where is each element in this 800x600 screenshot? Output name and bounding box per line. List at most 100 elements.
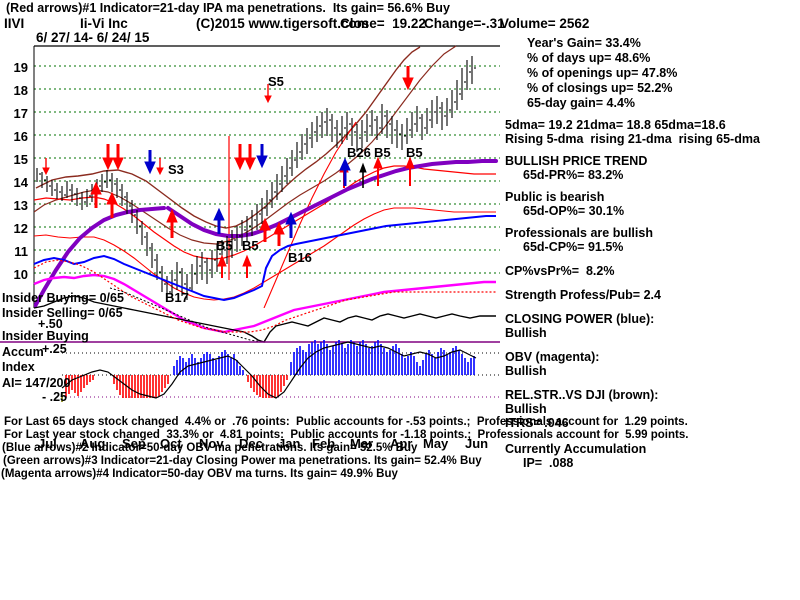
indicator-tick-plus50: +.50 (38, 317, 63, 331)
stat-accum-title: Currently Accumulation (505, 442, 647, 456)
insider-panel-title-3: Index (2, 360, 35, 374)
red-arrow-down-thin (156, 158, 164, 176)
stat-trend-title: BULLISH PRICE TREND (505, 154, 648, 168)
red-arrow-down (102, 144, 114, 171)
x-tick-apr: Apr (390, 436, 413, 451)
stat-relstr-title: REL.STR..VS DJI (brown): (505, 388, 659, 402)
y-tick-13: 13 (13, 198, 28, 213)
blue-arrow-down (144, 150, 156, 175)
red-arrow-up (90, 181, 102, 208)
rel-strength-band (34, 45, 457, 245)
insider-buying-count: Insider Buying= 0/65 (2, 291, 124, 305)
header-date-range: 6/ 27/ 14- 6/ 24/ 15 (36, 30, 150, 45)
stat-public-title: Public is bearish (505, 190, 605, 204)
indicator-tick-plus25: +.25 (42, 342, 67, 356)
black-indicator-line (33, 295, 496, 343)
x-tick-aug: Aug (80, 436, 106, 451)
black-dotted-line (109, 287, 263, 343)
insider-selling-count: Insider Selling= 0/65 (2, 306, 123, 320)
stat-strength: Strength Profess/Pub= 2.4 (505, 288, 661, 302)
x-tick-dec: Dec (239, 436, 263, 451)
red-arrow-up (106, 191, 118, 218)
stat-obv-value: Bullish (505, 364, 547, 378)
stat-years-gain: Year's Gain= 33.4% (527, 36, 641, 50)
x-tick-nov: Nov (199, 436, 224, 451)
header-change: Change=-.31 (424, 16, 505, 31)
note-indicator-4: (Magenta arrows)#4 Indicator=50-day OBV … (1, 468, 398, 480)
accum-bars-positive (173, 340, 475, 375)
red-arrow-up (166, 208, 178, 238)
ma-65-purple (166, 159, 498, 238)
y-tick-14: 14 (13, 175, 28, 190)
green-arrows-cluster (359, 162, 367, 188)
stat-dma-line: 5dma= 19.2 21dma= 18.8 65dma=18.6 (505, 118, 726, 132)
stat-closing-power-value: Bullish (505, 326, 547, 340)
x-tick-may: May (423, 436, 449, 451)
y-tick-17: 17 (13, 106, 28, 121)
y-tick-18: 18 (13, 83, 28, 98)
insider-panel-title-2: Accum (2, 345, 44, 359)
blue-arrow-up (213, 207, 225, 234)
annotation-b5-a: B5 (374, 145, 391, 160)
stat-65day-gain: 65-day gain= 4.4% (527, 96, 636, 110)
note-indicator-3: (Green arrows)#3 Indicator=21-day Closin… (3, 455, 482, 467)
red-arrow-up (373, 156, 383, 186)
stat-professionals-title: Professionals are bullish (505, 226, 653, 240)
red-arrow-up (405, 156, 415, 186)
annotation-b26: B26 (347, 145, 371, 160)
stat-pct-days-up: % of days up= 48.6% (527, 51, 651, 65)
ma-21-ipa-lower (34, 207, 496, 301)
sell-arrows-red (42, 66, 414, 176)
accum-smoothed-line (61, 341, 477, 399)
header-company: Ii-Vi Inc (80, 16, 128, 31)
insider-ai-value: AI= 147/200 (2, 376, 71, 390)
x-tick-oct: Oct (160, 436, 182, 451)
red-arrow-down (112, 144, 124, 171)
header-symbol: IIVI (4, 16, 25, 31)
y-tick-12: 12 (13, 221, 28, 236)
blue-arrow-up (285, 211, 297, 238)
stat-trend-value: 65d-PR%= 83.2% (523, 168, 624, 182)
annotation-s3: S3 (168, 162, 184, 177)
obv-line (33, 273, 496, 334)
rel-strength-line (35, 46, 421, 229)
insider-panel-title-1: Insider Buying (2, 329, 89, 343)
red-arrow-down (234, 144, 246, 171)
closing-power-line (33, 215, 496, 302)
y-tick-10: 10 (13, 267, 28, 282)
note-indicator-2: (Blue arrows)#2 Indicator=50-day OBV ma … (2, 442, 418, 454)
note-last-year: For Last year stock changed 33.3% or 4.8… (4, 429, 689, 441)
blue-arrow-up (339, 157, 351, 186)
annotation-b5-b: B5 (406, 145, 423, 160)
red-arrow-down-thin (42, 158, 50, 176)
y-tick-16: 16 (13, 129, 28, 144)
secondary-indicator-lines (33, 215, 496, 343)
stat-public-value: 65d-OP%= 30.1% (523, 204, 625, 218)
x-tick-mar: Mar (350, 436, 374, 451)
red-arrow-up (217, 254, 227, 278)
header-copyright: (C)2015 www.tigersoft.com (196, 16, 369, 31)
annotation-b5-d: B5 (242, 238, 259, 253)
price-chart: 19 18 17 16 15 14 13 12 11 10 (0, 40, 500, 451)
stat-obv-title: OBV (magenta): (505, 350, 600, 364)
stat-cp-vs-pr: CP%vsPr%= 8.2% (505, 264, 615, 278)
annotation-b16: B16 (288, 250, 312, 265)
red-arrow-up (273, 221, 285, 246)
header-indicator-line: (Red arrows)#1 Indicator=21-day IPA ma p… (6, 1, 450, 15)
annotation-b17: B17 (165, 290, 189, 305)
stat-accum-ip: IP= .088 (523, 456, 574, 470)
ma-65-purple-left (34, 206, 166, 308)
y-tick-19: 19 (13, 60, 28, 75)
x-tick-sep: Sep (122, 436, 146, 451)
stat-relstr-value: Bullish (505, 402, 547, 416)
ma-21-ipa-upper (34, 165, 496, 260)
x-tick-jan: Jan (278, 436, 301, 451)
note-65-days: For Last 65 days stock changed 4.4% or .… (4, 416, 688, 428)
stat-pct-closings-up: % of closings up= 52.2% (527, 81, 673, 95)
y-tick-11: 11 (14, 244, 28, 259)
red-arrow-up (242, 254, 252, 278)
stat-pct-openings-up: % of openings up= 47.8% (527, 66, 678, 80)
annotation-s5: S5 (268, 74, 284, 89)
red-arrow-down (244, 144, 256, 171)
